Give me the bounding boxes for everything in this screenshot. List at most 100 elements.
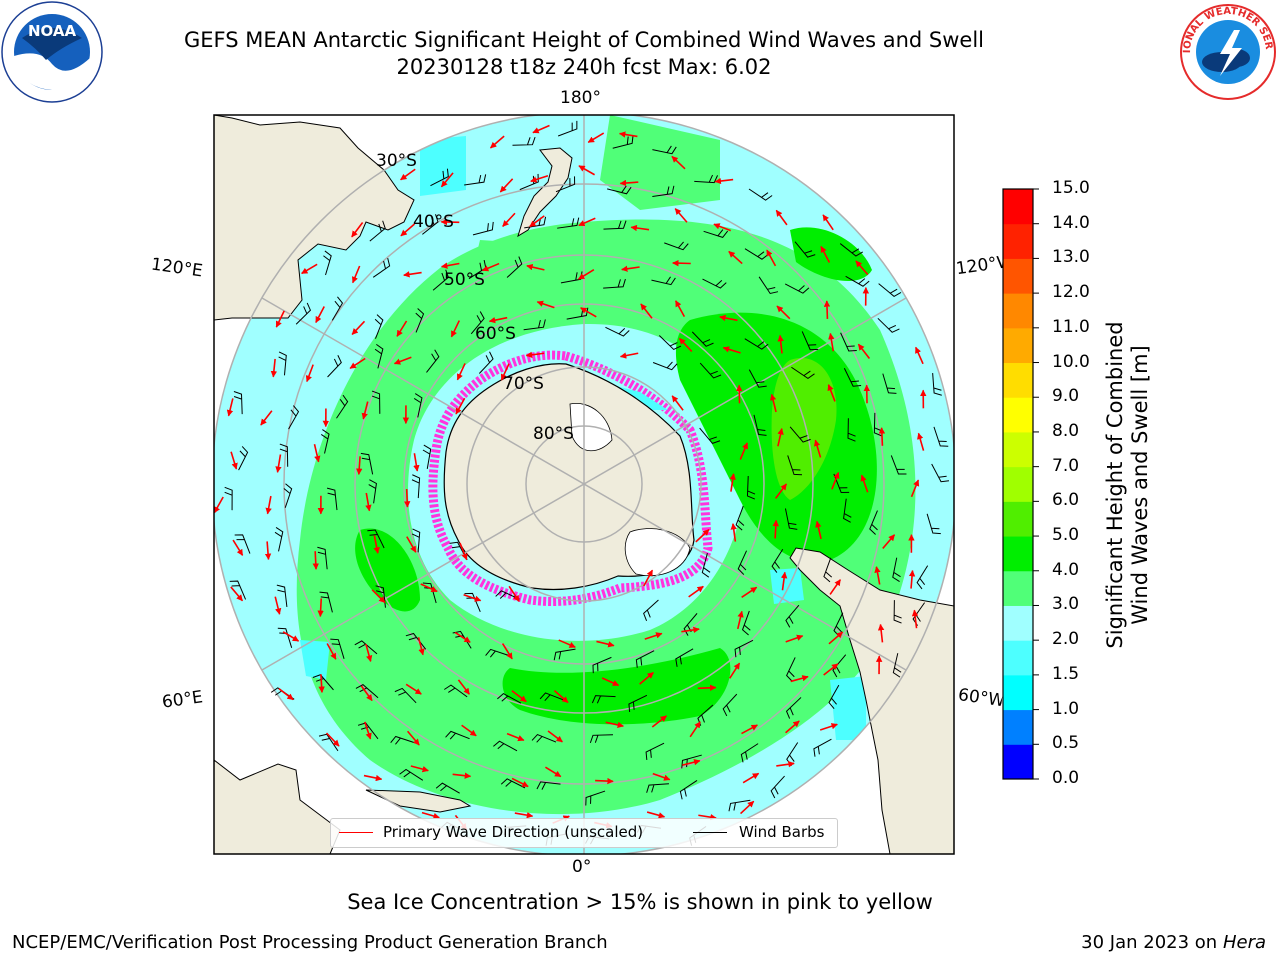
wave-direction-arrow [230,586,244,602]
wind-barb [405,632,427,650]
wave-direction-arrow [882,534,896,549]
colorbar-tick-label: 10.0 [1052,351,1090,372]
wind-barb [933,426,949,447]
wave-direction-arrow [640,303,653,319]
wind-barb [234,534,251,554]
wave-direction-arrow [652,772,671,781]
colorbar-block [1003,466,1033,502]
graticule [214,115,954,854]
wave-direction-arrow [605,721,624,729]
wave-direction-arrow [553,689,569,704]
wind-barb [882,373,897,394]
wave-direction-arrow [729,473,736,492]
wave-direction-arrow [365,643,373,662]
wave-direction-arrow [682,759,701,766]
wave-direction-arrow [577,268,595,280]
lat-label-70s: 70°S [503,374,544,394]
colorbar-block [1003,397,1033,433]
wave-direction-arrow [813,439,822,458]
wave-direction-arrow [674,300,686,317]
wind-barb [785,697,802,719]
wave-direction-arrow [646,811,666,819]
wave-direction-arrow [532,124,550,134]
wave-direction-arrow [855,260,869,276]
wave-direction-arrow [373,535,380,554]
wave-direction-arrow [671,395,684,411]
wave-direction-arrow [461,724,477,737]
wind-barb [354,640,378,655]
wave-direction-arrow [908,569,916,589]
wind-barb [612,135,634,149]
colorbar-block [1003,536,1033,572]
wind-barb [847,418,856,442]
wave-direction-arrow [226,398,234,417]
wind-barb [360,452,374,475]
wave-direction-arrow [305,364,314,383]
wave-direction-arrow [580,307,597,318]
wave-direction-arrow [440,172,454,188]
colorbar-tick-label: 1.5 [1052,663,1080,684]
wave-direction-arrow [878,427,886,446]
wave-direction-arrow [822,214,834,231]
wind-barb [283,483,293,508]
wave-direction-arrow [819,723,838,731]
wave-direction-arrow [831,471,840,490]
wave-direction-arrow [815,520,822,540]
colorbar-block [1003,744,1033,780]
wave-direction-arrow [396,320,408,337]
colorbar-block [1003,501,1033,537]
wave-direction-arrow [318,674,325,693]
wave-direction-arrow [406,536,417,553]
wind-barb [506,256,523,278]
wind-barb [435,782,460,794]
wave-direction-arrow [619,179,639,187]
wind-barbs-legend-swatch [693,832,727,833]
wind-barb [445,730,470,740]
wind-barb [555,176,576,193]
wind-barb [493,740,518,752]
wave-direction-arrow [400,168,416,181]
wave-direction-arrow [403,271,422,278]
wind-barb [319,591,333,613]
wind-barb [413,393,423,418]
wind-barb [734,639,754,658]
wave-direction-arrow [455,397,466,415]
wave-direction-arrow [525,351,545,359]
wind-barb [374,314,384,339]
wave-direction-arrow [671,155,686,170]
wind-barb [607,185,632,195]
wave-direction-arrow [270,358,278,378]
wave-direction-arrow [739,442,748,460]
wave-direction-arrow [404,488,411,508]
wind-barb [411,474,421,499]
wave-direction-arrow [558,639,576,648]
wind-barb [931,463,950,483]
colorbar-block [1003,223,1033,259]
colorbar-block [1003,327,1033,364]
wind-barb [699,427,721,444]
wave-direction-arrow [313,444,321,463]
wave-direction-arrow [678,337,693,353]
wind-barb [430,168,449,187]
wave-direction-arrow [400,223,416,237]
wind-barb [553,648,576,661]
wave-direction-arrow [769,393,777,413]
nws-logo-icon: NATIONAL WEATHER SERVICE [1176,0,1278,102]
colorbar-tick-label: 1.0 [1052,698,1080,719]
wind-barb [932,372,942,396]
wave-direction-arrow [689,721,701,738]
wind-barb [813,738,832,757]
chart-title: GEFS MEAN Antarctic Significant Height o… [183,28,985,52]
wave-direction-arrow [681,626,700,634]
wind-barb [728,799,751,812]
wave-direction-arrow [326,643,337,660]
wind-barb [840,332,857,352]
lat-label-40s: 40°S [413,212,454,232]
wave-direction-arrow [823,300,831,319]
wind-barb [603,220,627,230]
wave-direction-arrow [265,495,272,515]
wind-barb [426,349,440,373]
colorbar-block [1003,570,1033,606]
wave-direction-arrow [695,529,710,543]
